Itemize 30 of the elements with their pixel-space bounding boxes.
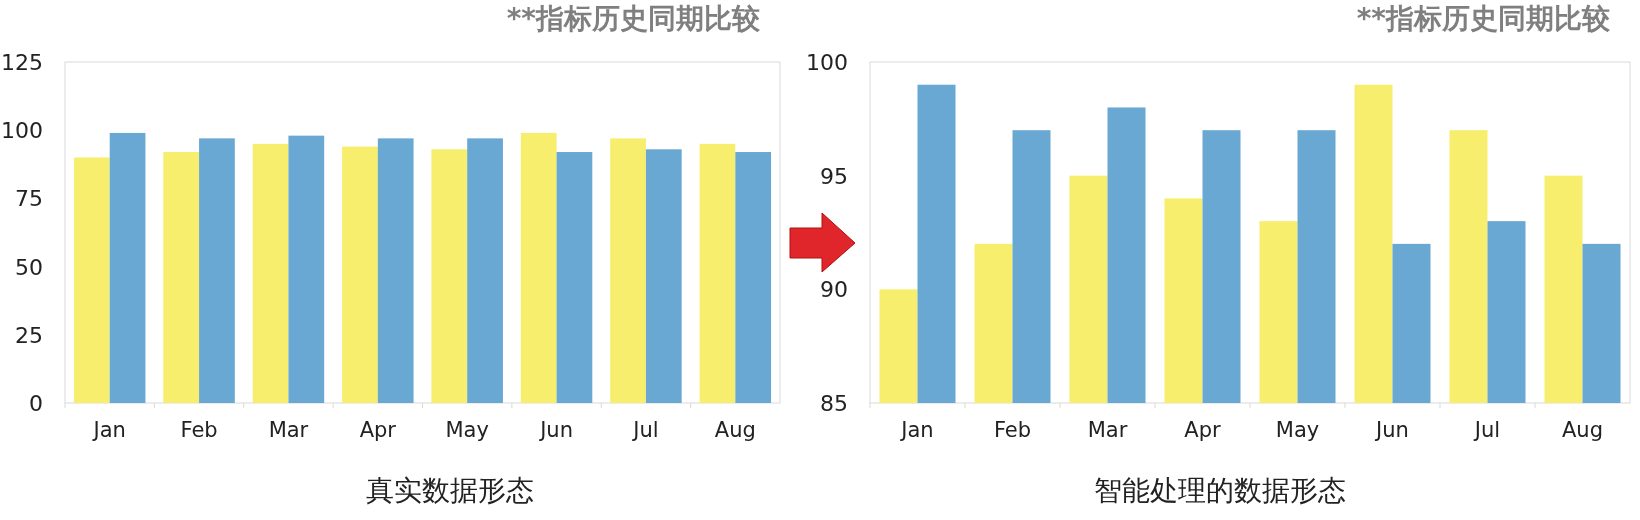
x-tick-label: Apr (1184, 418, 1222, 442)
x-tick-label: Feb (993, 418, 1032, 442)
x-tick-label: Jun (538, 418, 573, 442)
x-tick-label: Jun (1374, 418, 1409, 442)
x-tick-label: Jul (1472, 418, 1501, 442)
x-tick-label: Jan (899, 418, 934, 442)
y-tick-label: 0 (29, 391, 43, 416)
x-tick-label: May (445, 418, 489, 442)
x-tick-label: May (1275, 418, 1320, 442)
y-tick-label: 25 (15, 322, 43, 348)
chart-title: **指标历史同期比较 (1356, 2, 1611, 35)
text: 智能处理的数据形态 (1094, 474, 1346, 507)
y-tick-label: 85 (820, 391, 848, 416)
y-tick-label: 100 (1, 118, 43, 144)
x-tick-label: Jan (91, 418, 126, 442)
x-tick-label: Aug (714, 418, 756, 442)
chart-title: **指标历史同期比较 (506, 2, 761, 35)
x-tick-label: Feb (180, 418, 218, 442)
y-tick-label: 100 (806, 50, 848, 75)
x-tick-label: Mar (1087, 418, 1128, 442)
y-tick-label: 125 (1, 50, 43, 75)
text: 真实数据形态 (366, 474, 534, 507)
y-tick-label: 50 (15, 254, 43, 280)
y-tick-label: 95 (820, 163, 848, 189)
x-tick-label: Mar (268, 418, 309, 442)
y-tick-label: 75 (15, 186, 43, 212)
x-tick-label: Aug (1561, 418, 1604, 442)
x-tick-label: Apr (359, 418, 397, 442)
y-tick-label: 90 (820, 277, 848, 303)
x-tick-label: Jul (631, 418, 659, 442)
